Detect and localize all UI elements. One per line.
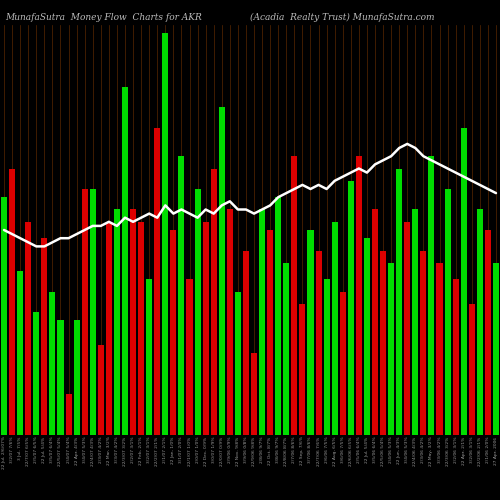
Bar — [452, 279, 458, 435]
Bar — [25, 222, 31, 435]
Bar — [50, 292, 56, 435]
Bar — [477, 210, 483, 435]
Bar — [348, 181, 354, 435]
Bar — [34, 312, 40, 435]
Bar — [202, 222, 208, 435]
Bar — [58, 320, 64, 435]
Bar — [162, 33, 168, 435]
Bar — [485, 230, 491, 435]
Bar — [251, 353, 257, 435]
Bar — [114, 210, 120, 435]
Bar — [122, 86, 128, 435]
Bar — [66, 394, 71, 435]
Bar — [412, 210, 418, 435]
Bar — [17, 271, 23, 435]
Bar — [130, 210, 136, 435]
Bar — [219, 107, 225, 435]
Bar — [469, 304, 475, 435]
Text: (Acadia  Realty Trust) MunafaSutra.com: (Acadia Realty Trust) MunafaSutra.com — [250, 12, 434, 22]
Bar — [106, 222, 112, 435]
Bar — [316, 250, 322, 435]
Bar — [292, 156, 298, 435]
Bar — [194, 189, 200, 435]
Bar — [235, 292, 241, 435]
Bar — [98, 345, 104, 435]
Bar — [340, 292, 346, 435]
Bar — [243, 250, 249, 435]
Bar — [154, 128, 160, 435]
Bar — [74, 320, 80, 435]
Bar — [324, 279, 330, 435]
Bar — [300, 304, 306, 435]
Bar — [332, 222, 338, 435]
Bar — [210, 168, 216, 435]
Text: MunafaSutra  Money Flow  Charts for AKR: MunafaSutra Money Flow Charts for AKR — [5, 12, 202, 22]
Bar — [186, 279, 192, 435]
Bar — [284, 263, 290, 435]
Bar — [178, 156, 184, 435]
Bar — [493, 263, 499, 435]
Bar — [460, 128, 466, 435]
Bar — [146, 279, 152, 435]
Bar — [444, 189, 450, 435]
Bar — [90, 189, 96, 435]
Bar — [1, 197, 7, 435]
Bar — [428, 156, 434, 435]
Bar — [138, 222, 144, 435]
Bar — [372, 210, 378, 435]
Bar — [259, 210, 265, 435]
Bar — [396, 168, 402, 435]
Bar — [170, 230, 176, 435]
Bar — [308, 230, 314, 435]
Bar — [82, 189, 87, 435]
Bar — [275, 197, 281, 435]
Bar — [42, 238, 48, 435]
Bar — [364, 238, 370, 435]
Bar — [227, 210, 233, 435]
Bar — [267, 230, 273, 435]
Bar — [404, 222, 410, 435]
Bar — [9, 168, 15, 435]
Bar — [436, 263, 442, 435]
Bar — [356, 156, 362, 435]
Bar — [388, 263, 394, 435]
Bar — [380, 250, 386, 435]
Bar — [420, 250, 426, 435]
